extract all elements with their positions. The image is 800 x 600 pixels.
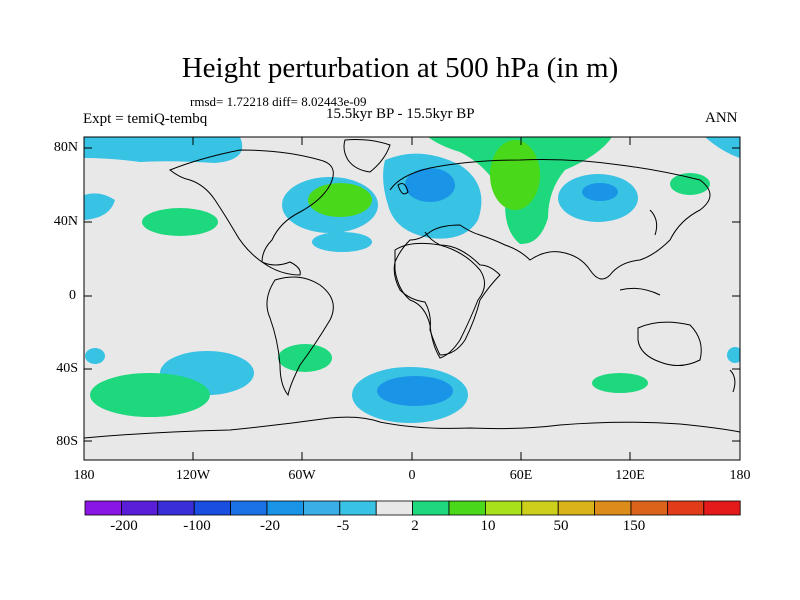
rmsd-diff-stats: rmsd= 1.72218 diff= 8.02443e-09 [190,94,367,109]
y-tick-label: 40N [53,214,78,229]
colorbar-swatch [448,500,486,516]
colorbar-label: 50 [553,518,569,534]
colorbar-label: 150 [622,518,646,534]
colorbar-swatch [339,500,377,516]
colorbar-swatch [302,500,341,516]
colorbar-label: 2 [411,518,419,534]
colorbar-swatch [521,500,559,516]
x-tick-marks [83,137,741,460]
colorbar-swatch [557,500,596,516]
colorbar-swatch [266,500,304,516]
colorbar [84,500,741,516]
y-tick-label: 0 [69,288,76,303]
colorbar-label: -5 [336,518,350,534]
x-tick-label: 120E [615,468,645,483]
colorbar-swatch [412,500,450,516]
y-tick-label: 80N [53,140,78,155]
x-tick-label: 180 [729,468,751,483]
coastlines [84,139,740,439]
x-tick-label: 0 [408,468,416,483]
colorbar-label: 10 [480,518,496,534]
colorbar-swatch [84,500,122,516]
colorbar-swatch [121,500,159,516]
y-tick-label: 40S [56,361,78,376]
colorbar-swatch [230,500,268,516]
x-tick-label: 180 [73,468,95,483]
x-tick-label: 120W [175,468,211,483]
colorbar-swatch [193,500,231,516]
x-tick-label: 60E [509,468,533,483]
colorbar-label: -100 [183,518,211,534]
colorbar-swatch [703,500,741,516]
colorbar-swatch [594,500,632,516]
colorbar-label: -200 [110,518,138,534]
x-tick-label: 60W [288,468,316,483]
experiment-label: Expt = temiQ-tembq [83,111,208,127]
colorbar-swatch [630,500,668,516]
y-tick-label: 80S [56,434,78,449]
map-title: Height perturbation at 500 hPa (in m) [181,52,619,84]
colorbar-swatch [375,500,414,516]
contour-fill [84,137,740,423]
colorbar-swatch [484,500,523,516]
colorbar-swatch [667,500,705,516]
season-label: ANN [705,110,738,126]
colorbar-label: -20 [260,518,280,534]
colorbar-swatch [157,500,195,516]
period-label: 15.5kyr BP - 15.5kyr BP [326,106,475,122]
y-tick-marks [84,147,740,442]
